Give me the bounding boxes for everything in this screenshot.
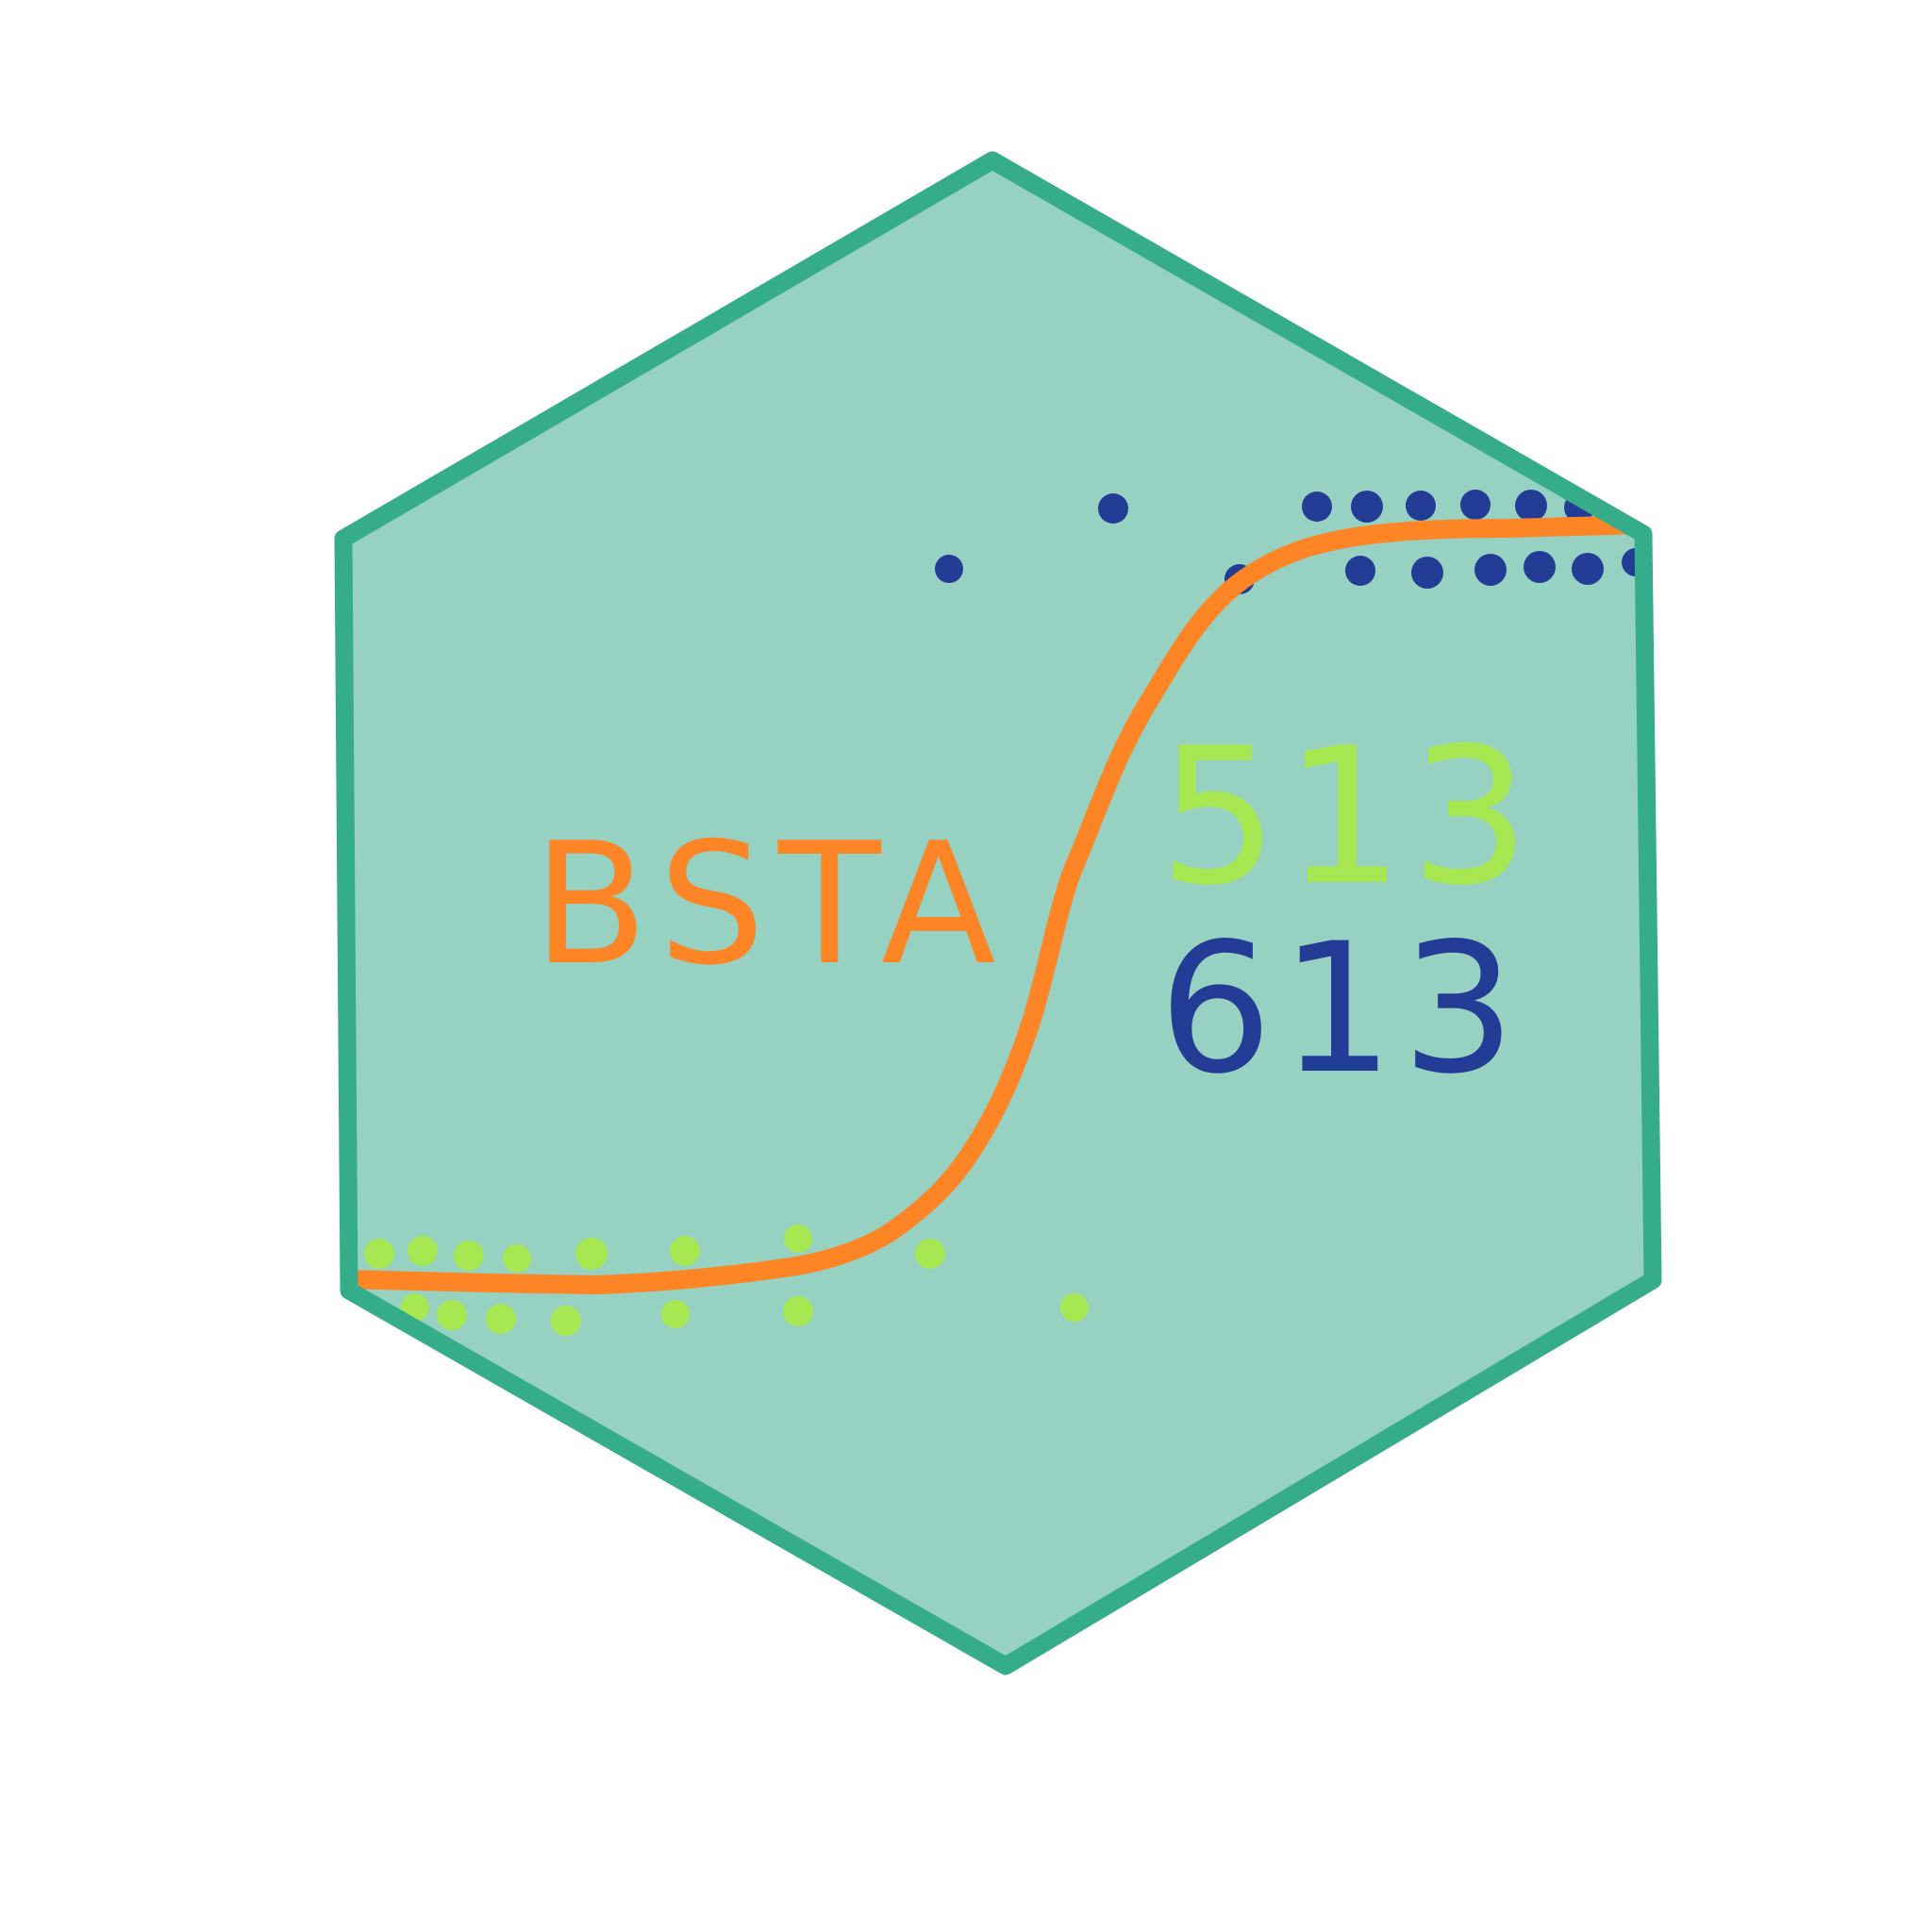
data-point bbox=[1572, 553, 1604, 585]
data-point bbox=[935, 555, 963, 583]
data-point bbox=[1474, 554, 1507, 586]
data-point bbox=[1515, 490, 1547, 522]
data-point bbox=[486, 1304, 516, 1334]
data-point bbox=[1411, 557, 1443, 589]
course-number-613: 613 bbox=[1158, 905, 1524, 1113]
data-point bbox=[784, 1224, 812, 1253]
data-point bbox=[1460, 490, 1491, 520]
data-point bbox=[661, 1300, 690, 1328]
data-point bbox=[364, 1239, 394, 1269]
data-point bbox=[454, 1241, 484, 1271]
data-point bbox=[1345, 556, 1375, 586]
data-point bbox=[575, 1238, 608, 1270]
data-point bbox=[670, 1236, 700, 1266]
data-point bbox=[1406, 491, 1436, 521]
data-point bbox=[551, 1306, 581, 1336]
data-point bbox=[915, 1239, 945, 1269]
data-point bbox=[1351, 491, 1383, 523]
data-point bbox=[783, 1296, 813, 1326]
data-point bbox=[1060, 1293, 1089, 1322]
course-number-513: 513 bbox=[1158, 708, 1536, 927]
data-point bbox=[1302, 491, 1332, 522]
hexagon-border bbox=[334, 151, 1662, 1675]
logistic-curve-icon bbox=[343, 515, 1653, 1294]
lower-data-points bbox=[364, 1224, 1089, 1336]
data-point bbox=[1098, 493, 1128, 524]
data-point bbox=[437, 1300, 467, 1330]
logo-title: BSTA bbox=[533, 807, 1009, 1002]
data-point bbox=[1524, 551, 1556, 583]
data-point bbox=[408, 1236, 438, 1266]
data-point bbox=[503, 1244, 531, 1273]
